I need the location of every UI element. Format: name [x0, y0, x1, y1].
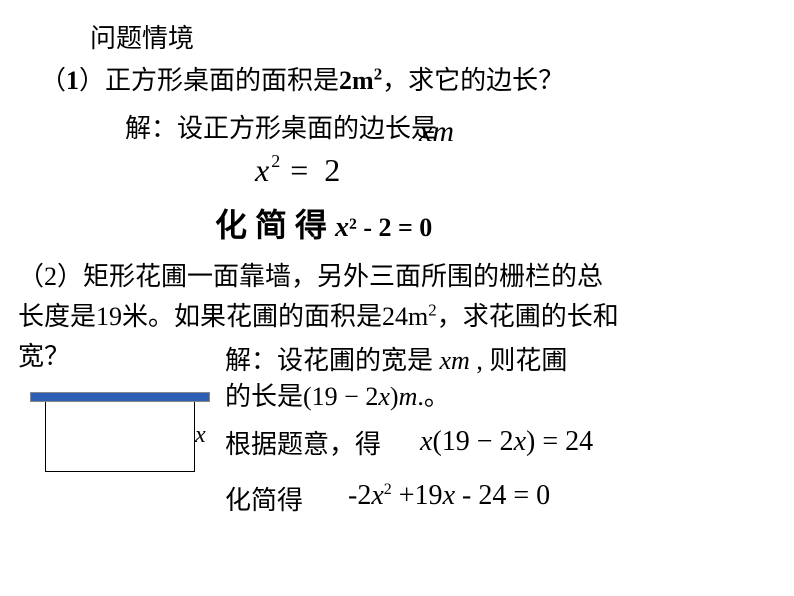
q2-prompt-3: 宽？ — [18, 336, 70, 373]
q1-area-exp: 2 — [374, 64, 382, 83]
q2-sol-1: 解：设花圃的宽是 xm , 则花圃 — [225, 340, 567, 377]
q1-sol-var: xm — [419, 115, 454, 148]
q2-prompt-1: （2）矩形花圃一面靠墙，另外三面所围的栅栏的总 — [18, 256, 603, 293]
q2-prompt-2: 长度是19米。如果花圃的面积是24m2，求花圃的长和 — [18, 296, 619, 333]
q1-simp-exp: ² — [349, 213, 357, 242]
q2-given-eq: x(19 − 2x) = 24 — [420, 426, 593, 458]
q1-eq-exp: 2 — [271, 151, 280, 171]
q2-simplify-eq: -2x2 +19x - 24 = 0 — [348, 480, 550, 512]
q2-simplify-label: 化简得 — [225, 480, 303, 517]
q2-sol2-b: 。 — [424, 382, 450, 411]
q2-p2-a: 长度是19米。如果花圃的面积是24 — [18, 302, 408, 331]
q1-paren-open: （ — [40, 66, 66, 95]
q2-sol2-expr: (19 − 2x)m. — [303, 382, 424, 411]
q2-se-x1: x — [371, 480, 383, 511]
q1-equation: x2 = 2 — [255, 152, 344, 189]
q1-eq-x: x — [255, 152, 269, 188]
q1-simp-rest: - 2 = 0 — [357, 213, 432, 242]
q1-area: 2m — [339, 66, 374, 95]
q2-se-a: -2 — [348, 480, 371, 511]
q1-simp-x: x — [335, 212, 349, 243]
q1-text-a: ）正方形桌面的面积是 — [79, 66, 339, 95]
q2-sol-2: 的长是(19 − 2x)m.。 — [225, 376, 450, 413]
q1-eq-eq: = 2 — [278, 152, 344, 188]
q2-given-label: 根据题意，得 — [225, 430, 381, 459]
q2-p2-exp: 2 — [428, 300, 436, 319]
q1-solution-label: 解：设正方形桌面的边长是xm — [125, 108, 472, 145]
q1-sol-text: 解：设正方形桌面的边长是 — [125, 114, 437, 143]
section-title: 问题情境 — [90, 18, 194, 55]
q1-simp-label: 化 简 得 — [215, 207, 335, 243]
wall — [30, 392, 210, 402]
q1-number: 1 — [66, 66, 79, 95]
fence-diagram — [30, 392, 210, 472]
q1-ask: ，求它的边长？ — [382, 66, 564, 95]
q2-se-exp: 2 — [384, 481, 392, 498]
q2-se-x2: x — [443, 480, 455, 511]
fence-rect — [45, 402, 195, 472]
q2-given: 根据题意，得 — [225, 424, 381, 461]
q2-sol-var: xm — [440, 346, 470, 375]
q2-se-b: +19 — [392, 480, 443, 511]
q2-p2-b: ，求花圃的长和 — [437, 302, 619, 331]
q2-sol2-a: 的长是 — [225, 382, 303, 411]
q2-se-c: - 24 = 0 — [455, 480, 550, 511]
diagram-x-label: x — [195, 422, 206, 449]
q2-sol-b: , 则花圃 — [470, 346, 568, 375]
q1-prompt: （1）正方形桌面的面积是2m2，求它的边长？ — [40, 60, 564, 97]
q2-sol-a: 解：设花圃的宽是 — [225, 346, 440, 375]
q2-p2-unit: m — [408, 302, 428, 331]
q1-simplify: 化 简 得 x² - 2 = 0 — [215, 200, 432, 246]
